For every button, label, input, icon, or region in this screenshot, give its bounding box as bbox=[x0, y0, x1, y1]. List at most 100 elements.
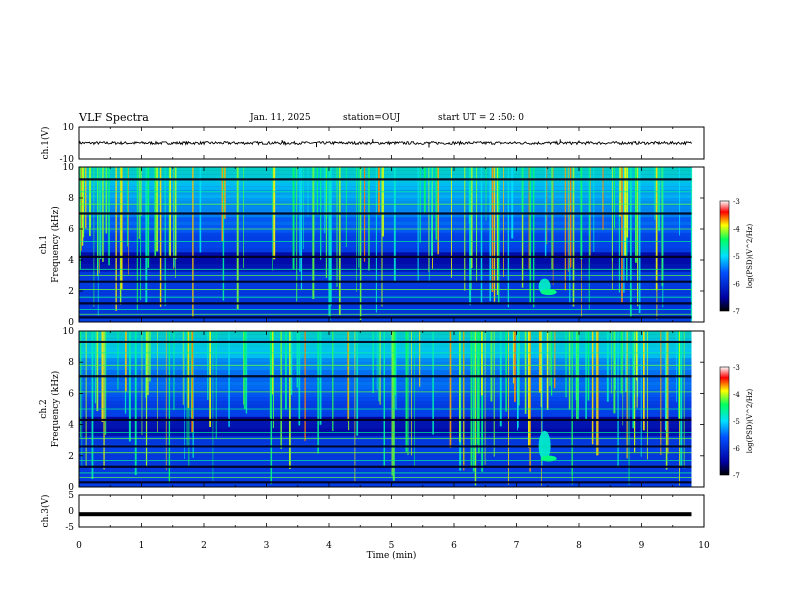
y-tick-label: 10 bbox=[63, 163, 75, 173]
colorbar-tick-label: -4 bbox=[733, 226, 740, 234]
y-tick-label: 4 bbox=[68, 256, 74, 266]
ch1-spectrogram-band bbox=[79, 174, 692, 179]
ch2-spectrogram-band bbox=[79, 354, 692, 359]
y-tick-label: 2 bbox=[68, 452, 74, 462]
colorbar-tick-label: -6 bbox=[733, 281, 740, 289]
ch1-waveform-line bbox=[78, 140, 692, 146]
start-time-label: start UT = 2 :50: 0 bbox=[438, 113, 524, 123]
ch1-spectrogram-band bbox=[79, 291, 692, 295]
ch2-spectrogram-band bbox=[79, 397, 692, 402]
x-tick-label: 3 bbox=[264, 541, 270, 551]
y-tick-label: 8 bbox=[68, 194, 74, 204]
ch1-spectrogram-band bbox=[79, 167, 692, 171]
y-tick-label: 2 bbox=[68, 287, 74, 297]
ch2-spectrogram-colorbar-label: log(PSD)(V^2/Hz) bbox=[746, 388, 754, 453]
ch2-spectrogram-band bbox=[79, 362, 692, 367]
ch2-spectrogram-band bbox=[79, 331, 692, 335]
ch2-spectrogram-band bbox=[79, 455, 692, 460]
ch1-spectrogram-band bbox=[79, 205, 692, 210]
colorbar-tick-label: -5 bbox=[733, 418, 740, 426]
ch1-spectrogram-band bbox=[79, 225, 692, 229]
ch2-spectrogram-band bbox=[79, 401, 692, 406]
ch2-spectrogram-band bbox=[79, 393, 692, 398]
ch2-spectrogram-band bbox=[79, 467, 692, 472]
colorbar-tick-label: -5 bbox=[733, 253, 740, 261]
ch1-spectrogram-band bbox=[79, 252, 692, 257]
ch2-spectrogram-band bbox=[79, 412, 692, 417]
ch2-spectrogram-band bbox=[79, 409, 692, 413]
x-tick-label: 8 bbox=[576, 541, 582, 551]
ch1-spectrogram-band bbox=[79, 229, 692, 233]
y-tick-label: 6 bbox=[68, 389, 74, 399]
x-tick-label: 4 bbox=[326, 541, 332, 551]
ch1-spectrogram-band bbox=[79, 271, 692, 276]
ch1-spectrogram-band bbox=[79, 194, 692, 198]
ch1-spectrogram-band bbox=[79, 170, 692, 175]
colorbar-tick-label: -7 bbox=[733, 308, 740, 316]
ch2-spectrogram-band bbox=[79, 459, 692, 464]
ch2-spectrogram-band bbox=[79, 358, 692, 363]
ch1-spectrogram-band bbox=[79, 314, 692, 319]
ch2-spectrogram-band bbox=[79, 377, 692, 382]
ch2-spectrogram-band bbox=[79, 432, 692, 437]
ch2-spectrogram-band bbox=[79, 440, 692, 445]
ch2-spectrogram-band bbox=[79, 366, 692, 370]
x-axis-label: Time (min) bbox=[367, 550, 417, 561]
ch1-spectrogram-band bbox=[79, 263, 692, 268]
ch1-spectrogram-band bbox=[79, 182, 692, 187]
ch2-spectrogram-band bbox=[79, 338, 692, 343]
ch2-spectrogram-chorus-event bbox=[538, 430, 551, 461]
y-tick-label: 0 bbox=[68, 483, 74, 493]
ch2-spectrogram-colorbar bbox=[719, 366, 730, 476]
ch1-spectrogram-y-axis-label: Frequency (kHz) bbox=[50, 206, 61, 283]
ch2-spectrogram-band bbox=[79, 385, 692, 390]
x-tick-label: 10 bbox=[698, 541, 710, 551]
colorbar-tick-label: -6 bbox=[733, 445, 740, 453]
y-tick-label: 0 bbox=[68, 507, 74, 517]
ch1-spectrogram-band bbox=[79, 260, 692, 264]
ch1-spectrogram-band bbox=[79, 298, 692, 303]
ch2-spectrogram-chorus-tail bbox=[540, 455, 557, 462]
ch2-spectrogram-y-axis-label-channel: ch.2 bbox=[39, 399, 49, 418]
ch2-spectrogram-band bbox=[79, 370, 692, 374]
ch1-spectrogram-band bbox=[79, 178, 692, 183]
ch2-spectrogram-band bbox=[79, 424, 692, 429]
y-tick-label: -5 bbox=[65, 523, 74, 533]
ch3-waveform-frame bbox=[78, 494, 705, 528]
ch2-spectrogram-band bbox=[79, 420, 692, 425]
colorbar-tick-label: -3 bbox=[733, 198, 740, 206]
ch2-spectrogram-band bbox=[79, 428, 692, 433]
colorbar-tick-label: -4 bbox=[733, 391, 740, 399]
ch1-spectrogram-band bbox=[79, 256, 692, 260]
ch2-spectrogram-band bbox=[79, 381, 692, 386]
colorbar-tick-label: -3 bbox=[733, 364, 740, 372]
y-tick-label: 10 bbox=[63, 327, 75, 337]
y-tick-label: 0 bbox=[68, 318, 74, 328]
x-tick-label: 1 bbox=[139, 541, 145, 551]
ch2-spectrogram-band bbox=[79, 416, 692, 421]
ch3-y-axis-label: ch.3(V) bbox=[40, 495, 51, 528]
ch1-spectrogram-band bbox=[79, 275, 692, 280]
y-tick-label: -10 bbox=[60, 155, 75, 165]
y-tick-label: 10 bbox=[63, 123, 75, 133]
x-tick-label: 6 bbox=[451, 541, 457, 551]
ch1-spectrogram-band bbox=[79, 318, 692, 322]
y-tick-label: 5 bbox=[68, 491, 74, 501]
y-tick-label: 8 bbox=[68, 358, 74, 368]
ch1-spectrogram-band bbox=[79, 209, 692, 214]
ch2-spectrogram-band bbox=[79, 405, 692, 409]
ch2-spectrogram-y-axis-label: Frequency (kHz) bbox=[50, 371, 61, 448]
ch1-spectrogram-chorus-tail bbox=[540, 289, 557, 296]
date-label: Jan. 11, 2025 bbox=[250, 113, 311, 123]
ch1-spectrogram-band bbox=[79, 248, 692, 253]
ch1-spectrogram-band bbox=[79, 221, 692, 226]
x-tick-label: 9 bbox=[639, 541, 645, 551]
ch1-spectrogram-band bbox=[79, 213, 692, 218]
ch1-spectrogram-band bbox=[79, 217, 692, 222]
x-tick-label: 2 bbox=[201, 541, 207, 551]
ch2-spectrogram-band bbox=[79, 346, 692, 351]
y-tick-label: 6 bbox=[68, 225, 74, 235]
ch1-spectrogram-band bbox=[79, 306, 692, 311]
ch2-spectrogram-band bbox=[79, 479, 692, 484]
y-tick-label: 4 bbox=[68, 421, 74, 431]
